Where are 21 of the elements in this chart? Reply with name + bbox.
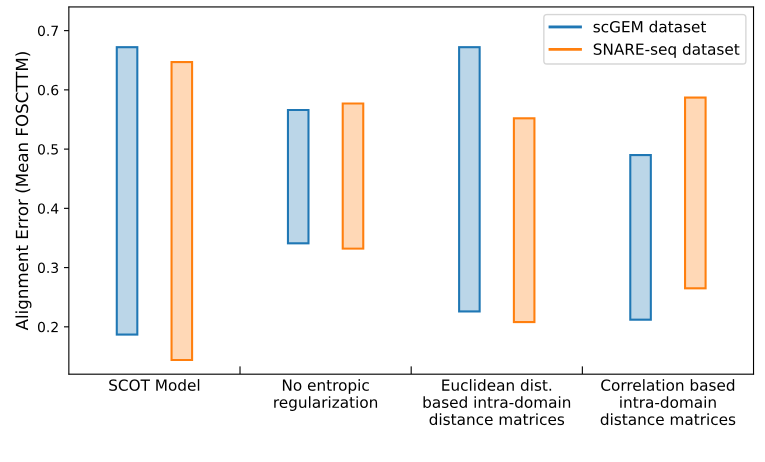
bar xyxy=(286,108,310,244)
x-tick-label: Correlation based intra-domain distance matrices xyxy=(600,379,736,426)
x-tick-label: Euclidean dist. based intra-domain distance matrices xyxy=(424,379,570,426)
y-tick-label: 0.5 xyxy=(38,144,58,155)
y-tick-label: 0.4 xyxy=(38,203,58,214)
bar xyxy=(512,117,536,324)
y-tick-label: 0.7 xyxy=(38,26,58,36)
y-tick-label: 0.3 xyxy=(38,262,58,274)
legend-label: SNARE-seq dataset xyxy=(594,43,740,58)
bar xyxy=(116,46,138,336)
y-tick-label: 0.2 xyxy=(38,322,58,332)
bar xyxy=(170,60,194,362)
legend-label: scGEM dataset xyxy=(594,20,706,33)
y-axis-title: Alignment Error (Mean FOSCTTM) xyxy=(15,52,32,330)
bar xyxy=(342,102,364,250)
y-tick-label: 0.6 xyxy=(38,84,58,96)
x-tick-label: SCOT Model xyxy=(109,379,200,391)
bar xyxy=(684,96,707,290)
bar xyxy=(458,46,481,312)
bar xyxy=(629,154,652,321)
x-tick-label: No entropic regularization xyxy=(274,379,378,411)
